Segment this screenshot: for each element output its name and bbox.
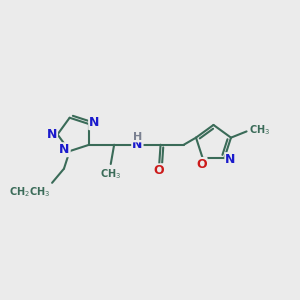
Text: H: H — [133, 132, 142, 142]
Text: CH$_3$: CH$_3$ — [249, 123, 270, 137]
Text: CH$_3$: CH$_3$ — [100, 167, 122, 181]
Text: N: N — [59, 143, 70, 156]
Text: N: N — [132, 138, 142, 151]
Text: N: N — [89, 116, 100, 129]
Text: O: O — [154, 164, 164, 177]
Text: N: N — [225, 153, 236, 166]
Text: O: O — [196, 158, 207, 171]
Text: CH$_2$CH$_3$: CH$_2$CH$_3$ — [9, 185, 50, 199]
Text: N: N — [47, 128, 57, 141]
